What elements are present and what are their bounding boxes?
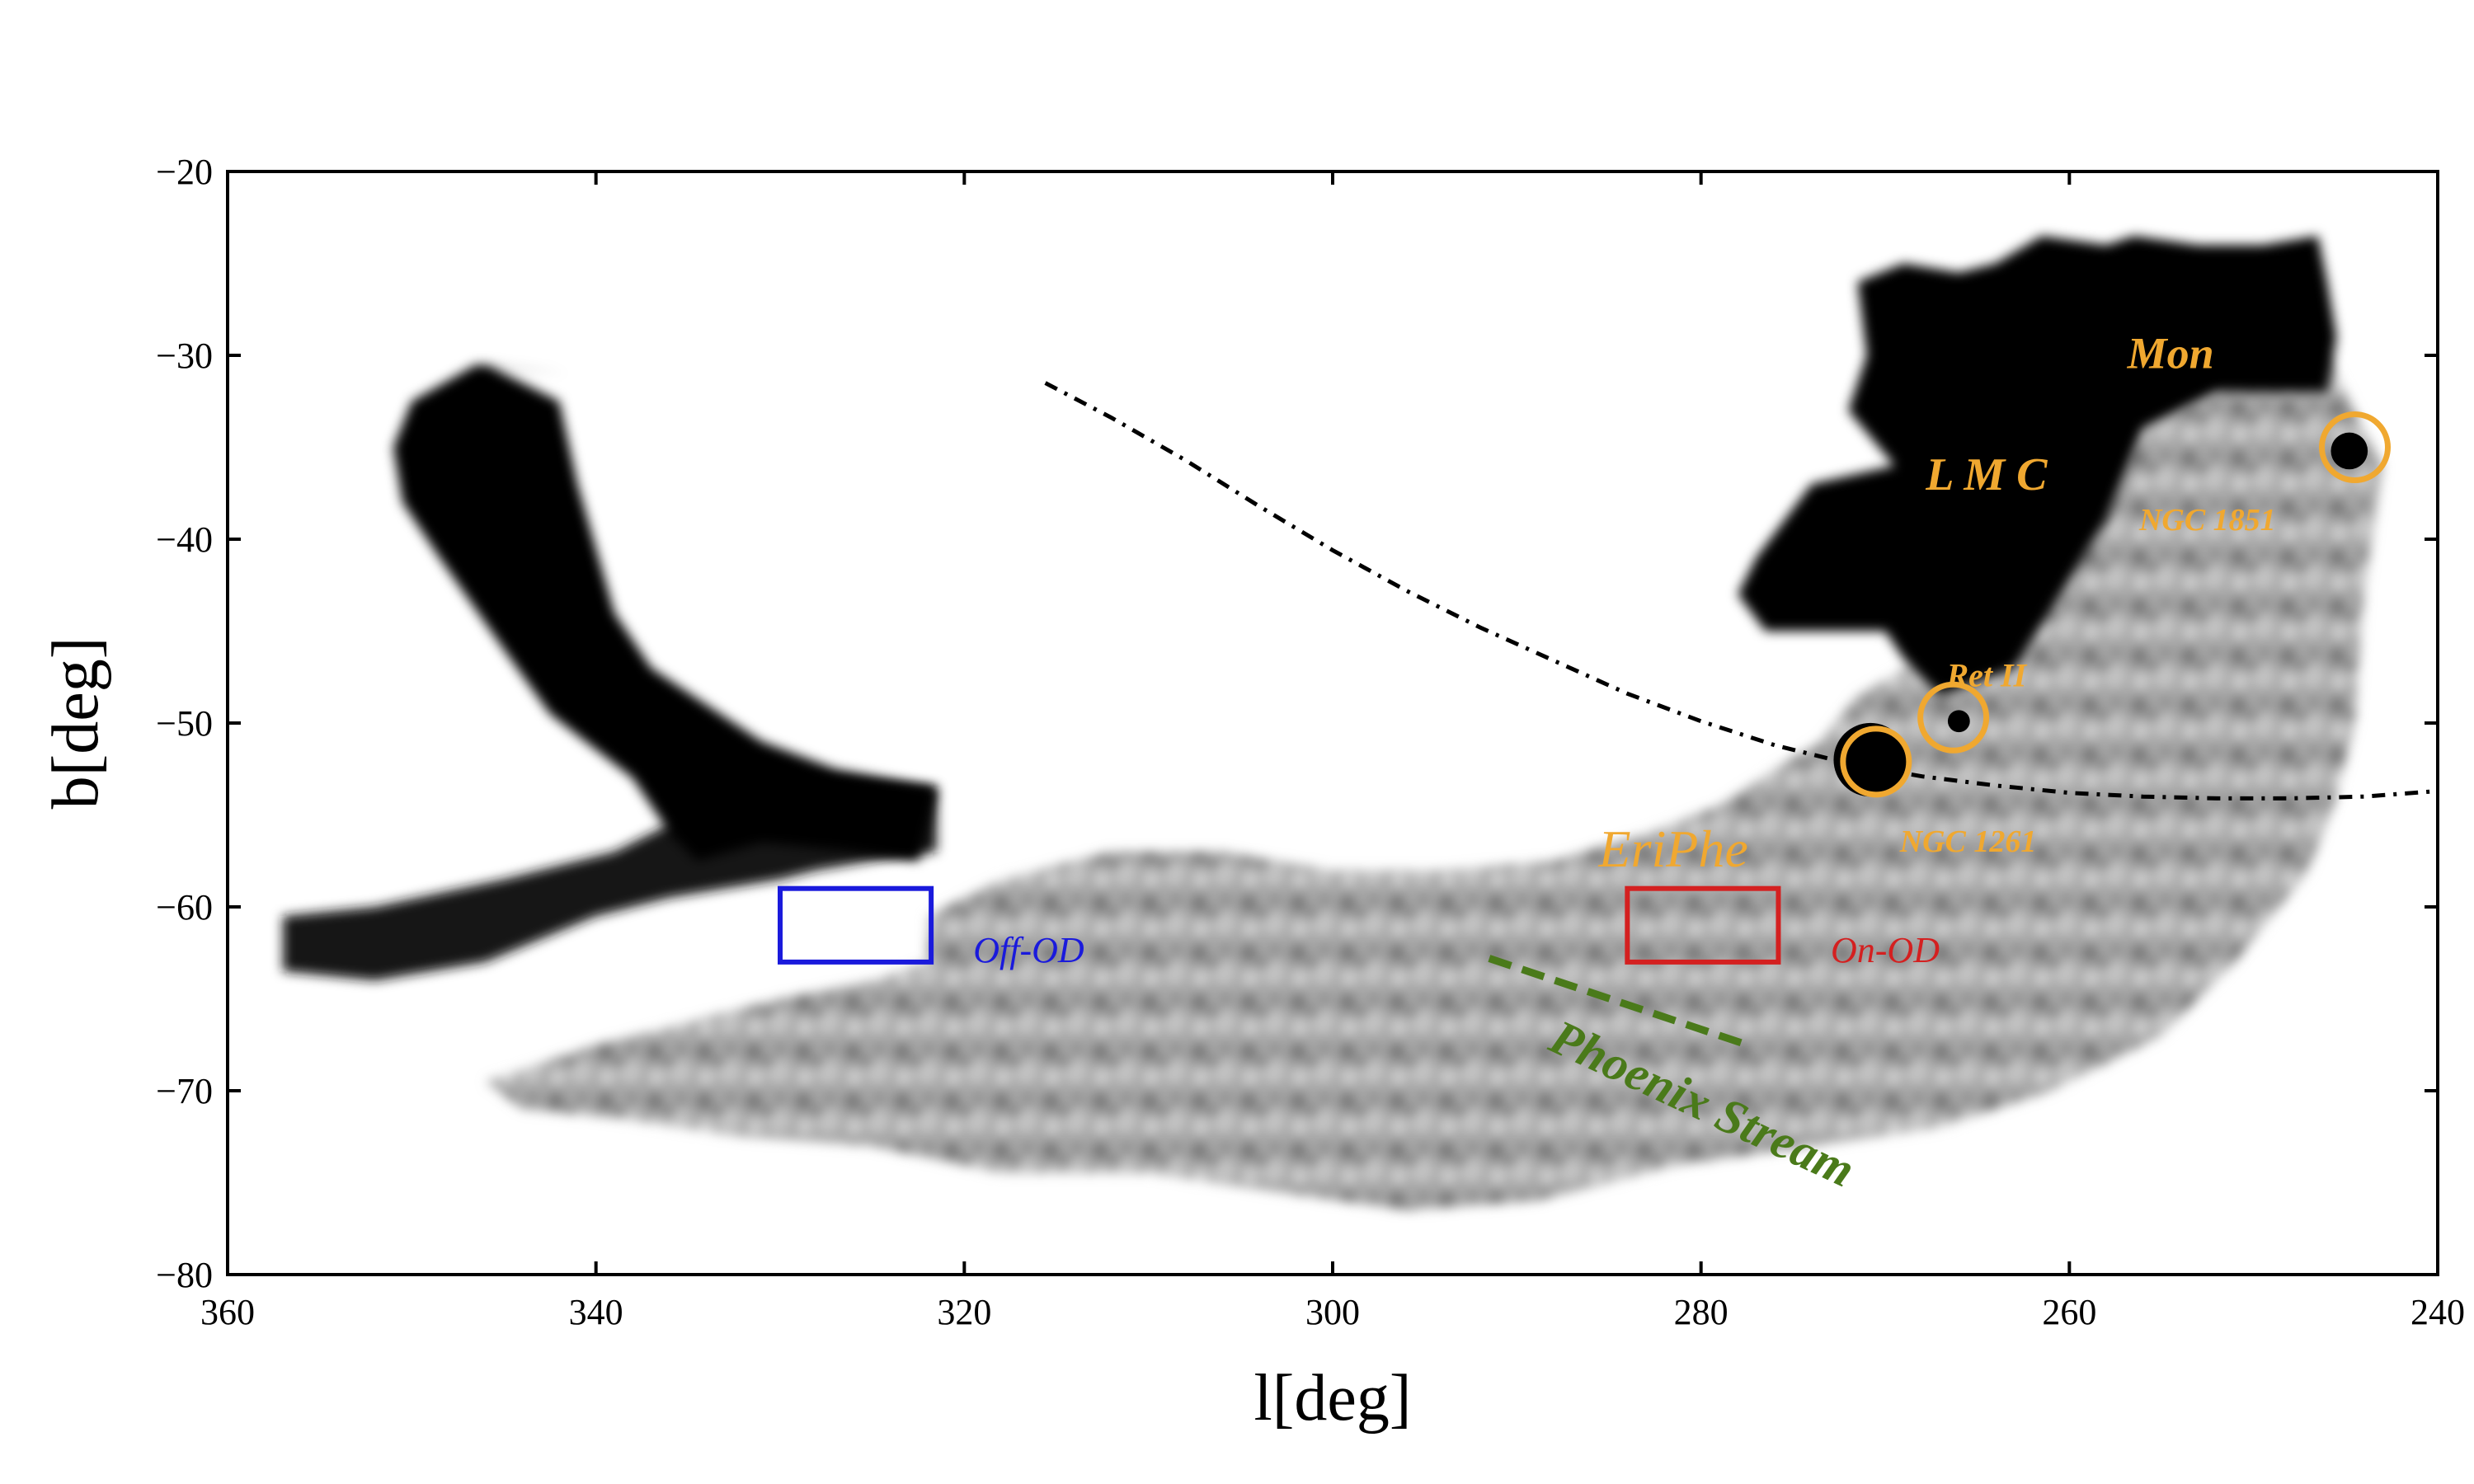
x-tick-label: 240 <box>2411 1292 2465 1332</box>
x-tick-label: 360 <box>200 1292 255 1332</box>
annotation-ret-ii: Ret II <box>1945 656 2027 693</box>
y-tick-label: −20 <box>156 152 213 192</box>
y-tick-label: −70 <box>156 1071 213 1111</box>
x-tick-label: 300 <box>1305 1292 1360 1332</box>
density-heatmap <box>283 236 2383 1210</box>
y-tick-label: −50 <box>156 703 213 744</box>
y-tick-label: −30 <box>156 336 213 376</box>
annotation-off-od: Off-OD <box>973 930 1084 970</box>
lmc-body <box>1738 236 2337 696</box>
ngc-1261-circle <box>1840 726 1912 798</box>
x-tick-label: 260 <box>2042 1292 2096 1332</box>
overlay-markers <box>778 381 2438 1049</box>
x-tick-label: 320 <box>937 1292 991 1332</box>
main-stream <box>485 355 2383 1210</box>
ret-ii-circle <box>1917 681 1990 754</box>
ngc-1851-circle <box>2319 411 2391 483</box>
annotation-on-od: On-OD <box>1831 930 1940 970</box>
annotation-ngc-1851: NGC 1851 <box>2138 503 2276 538</box>
x-tick-label: 280 <box>1674 1292 1729 1332</box>
dense-spot <box>2331 432 2368 470</box>
x-tick-label: 340 <box>569 1292 623 1332</box>
y-tick-label: −60 <box>156 887 213 928</box>
on-od-box <box>1625 885 1781 965</box>
y-axis-title: b[deg] <box>40 637 112 810</box>
annotation-l-m-c: L M C <box>1925 449 2048 500</box>
annotation-ngc-1261: NGC 1261 <box>1899 824 2037 859</box>
y-tick-label: −80 <box>156 1255 213 1295</box>
off-od-box <box>778 885 934 965</box>
dense-spot <box>1947 710 1970 733</box>
y-tick-label: −40 <box>156 519 213 560</box>
smc-body <box>393 364 937 862</box>
annotation-eriphe: EriPhe <box>1598 819 1748 878</box>
phoenix-stream-line <box>1488 955 1748 1049</box>
axis-ticks: 360 340 320 300 280 260 240 −20 −30 −40 −50 −60 −70 −… <box>156 152 2465 1332</box>
annotation-mon: Mon <box>2127 329 2214 378</box>
x-axis-title: l[deg] <box>1253 1362 1411 1435</box>
